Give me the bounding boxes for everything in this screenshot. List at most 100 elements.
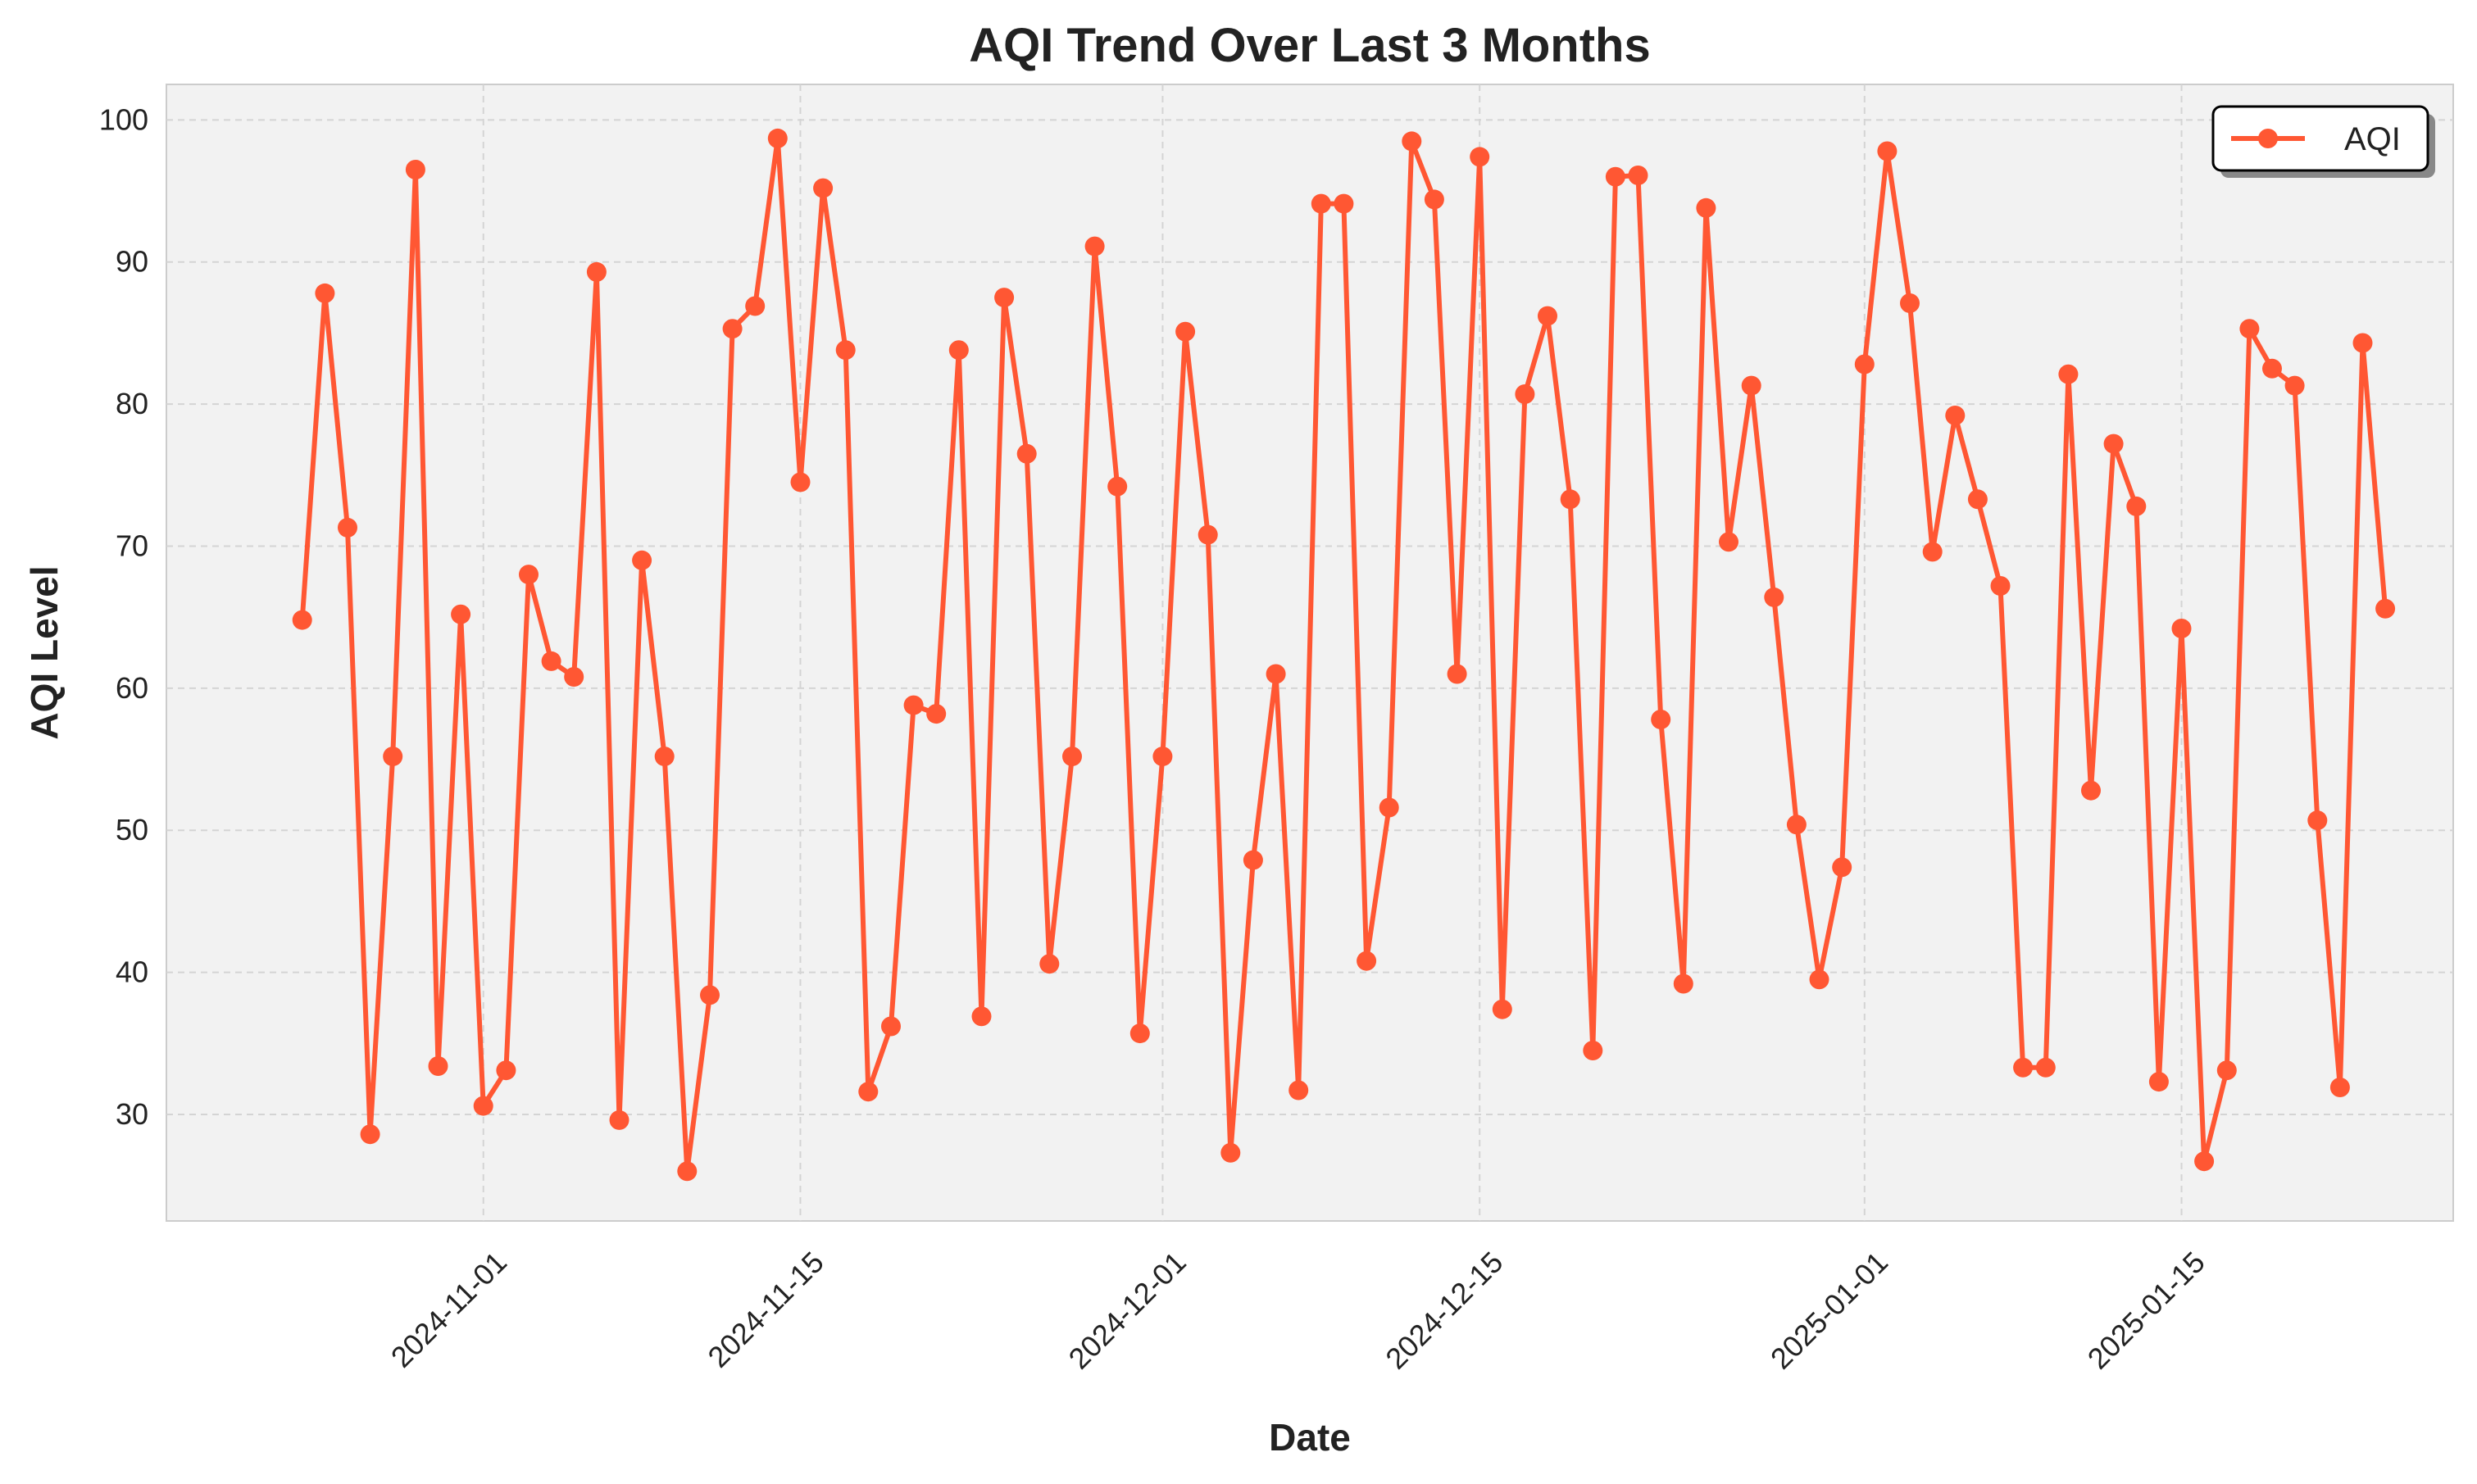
data-point bbox=[292, 610, 312, 630]
y-tick-label: 100 bbox=[99, 102, 148, 136]
data-point bbox=[1922, 542, 1943, 562]
data-point bbox=[1967, 489, 1988, 510]
data-point bbox=[428, 1056, 448, 1076]
data-point bbox=[1379, 797, 1399, 818]
data-point bbox=[1515, 384, 1535, 404]
data-point bbox=[1129, 1023, 1150, 1044]
data-point bbox=[835, 340, 856, 361]
data-point bbox=[1198, 524, 1218, 545]
data-point bbox=[2058, 364, 2079, 384]
data-point bbox=[2013, 1057, 2034, 1078]
data-point bbox=[2035, 1057, 2056, 1078]
y-tick-label: 80 bbox=[116, 387, 148, 420]
legend-marker-swatch bbox=[2258, 129, 2278, 148]
data-point bbox=[745, 296, 766, 316]
data-point bbox=[2375, 598, 2396, 619]
data-point bbox=[564, 667, 584, 687]
data-point bbox=[700, 985, 720, 1005]
data-point bbox=[1016, 443, 1037, 464]
data-point bbox=[1719, 532, 1738, 552]
data-point bbox=[1764, 587, 1784, 607]
data-point bbox=[1560, 489, 1580, 510]
data-point bbox=[1107, 476, 1128, 497]
data-point bbox=[1062, 747, 1082, 767]
y-tick-label: 30 bbox=[116, 1097, 148, 1131]
data-point bbox=[881, 1016, 901, 1037]
data-point bbox=[1492, 999, 1512, 1019]
data-point bbox=[383, 747, 403, 767]
data-point bbox=[519, 565, 539, 585]
data-point bbox=[1651, 710, 1671, 729]
x-axis-title: Date bbox=[1269, 1416, 1351, 1459]
data-point bbox=[2329, 1078, 2350, 1097]
data-point bbox=[1741, 375, 1761, 396]
data-point bbox=[790, 472, 811, 492]
data-point bbox=[360, 1124, 380, 1145]
data-point bbox=[1945, 406, 1966, 425]
data-point bbox=[473, 1096, 493, 1116]
data-point bbox=[1288, 1080, 1309, 1101]
chart-title: AQI Trend Over Last 3 Months bbox=[969, 19, 1650, 72]
data-point bbox=[1786, 815, 1807, 835]
data-point bbox=[971, 1006, 992, 1027]
data-point bbox=[1334, 193, 1354, 214]
y-axis-title: AQI Level bbox=[23, 565, 66, 739]
data-point bbox=[609, 1110, 629, 1130]
data-point bbox=[315, 283, 335, 303]
data-point bbox=[2171, 619, 2192, 638]
data-point bbox=[2239, 319, 2260, 339]
data-point bbox=[677, 1161, 698, 1182]
data-point bbox=[1447, 664, 1467, 684]
data-point bbox=[1809, 969, 1829, 990]
data-point bbox=[541, 651, 561, 671]
data-point bbox=[2126, 496, 2147, 516]
data-point bbox=[2194, 1151, 2215, 1172]
data-point bbox=[2352, 333, 2373, 353]
data-point bbox=[2307, 810, 2328, 831]
data-point bbox=[2216, 1060, 2237, 1081]
legend-box bbox=[2211, 105, 2429, 172]
data-point bbox=[1832, 857, 1852, 878]
data-point bbox=[1583, 1041, 1603, 1060]
series-layer bbox=[292, 128, 2396, 1182]
data-point bbox=[2262, 358, 2282, 379]
data-point bbox=[1266, 664, 1286, 684]
data-point bbox=[1220, 1142, 1241, 1163]
data-point bbox=[1357, 951, 1377, 971]
data-point bbox=[632, 550, 652, 570]
data-point bbox=[2103, 433, 2124, 454]
data-point bbox=[1243, 850, 1263, 870]
data-point bbox=[338, 517, 357, 538]
data-point bbox=[1877, 141, 1898, 161]
data-point bbox=[2148, 1072, 2169, 1092]
data-point bbox=[1900, 293, 1920, 313]
data-point bbox=[1990, 576, 2011, 596]
data-point bbox=[1152, 747, 1173, 767]
data-point bbox=[926, 704, 947, 724]
data-point bbox=[1854, 354, 1875, 374]
legend: AQI bbox=[2211, 105, 2435, 178]
data-point bbox=[1039, 954, 1060, 974]
data-point bbox=[654, 747, 675, 767]
data-point bbox=[767, 128, 788, 148]
data-point bbox=[1084, 236, 1105, 256]
y-tick-label: 70 bbox=[116, 529, 148, 562]
y-tick-label: 40 bbox=[116, 955, 148, 989]
data-point bbox=[451, 604, 471, 624]
data-point bbox=[994, 288, 1015, 308]
data-point bbox=[2081, 780, 2101, 801]
y-tick-label: 90 bbox=[116, 245, 148, 279]
data-point bbox=[1311, 193, 1331, 214]
data-point bbox=[1628, 166, 1648, 185]
y-tick-label: 60 bbox=[116, 671, 148, 705]
data-point bbox=[1175, 321, 1196, 342]
data-point bbox=[722, 319, 743, 339]
data-point bbox=[1673, 973, 1693, 994]
data-point bbox=[1605, 166, 1625, 187]
data-point bbox=[903, 695, 924, 715]
data-point bbox=[405, 160, 425, 179]
data-point bbox=[858, 1082, 879, 1102]
data-point bbox=[1696, 197, 1716, 218]
